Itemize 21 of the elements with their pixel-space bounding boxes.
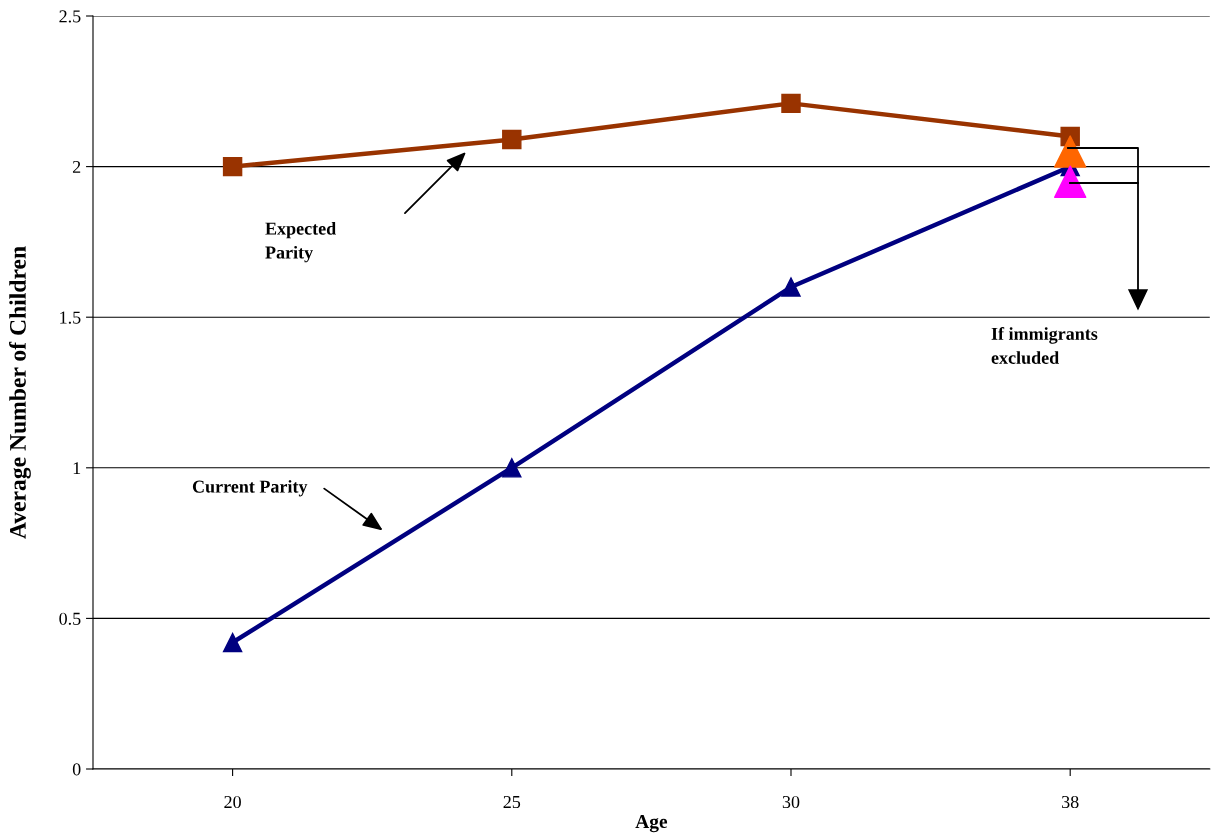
y-tick-label: 1 bbox=[73, 462, 81, 475]
point bbox=[781, 93, 801, 114]
x-tick-label: 30 bbox=[782, 795, 800, 809]
y-tick-label: 0 bbox=[72, 763, 81, 776]
x-tick-label: 25 bbox=[503, 795, 521, 809]
y-tick-label: 1.5 bbox=[60, 311, 81, 324]
annotation: If immigrants excluded bbox=[991, 327, 1098, 364]
point bbox=[222, 156, 243, 177]
x-axis-title: Age bbox=[635, 815, 668, 833]
point bbox=[502, 129, 522, 150]
point bbox=[222, 632, 243, 653]
annotation: Expected Parity bbox=[265, 222, 337, 263]
x-tick-label: 20 bbox=[224, 795, 241, 809]
annotation: Current Parity bbox=[192, 480, 308, 497]
y-axis-title: Average Number of Children bbox=[9, 246, 31, 539]
point bbox=[502, 458, 522, 478]
y-tick-label: 2 bbox=[72, 160, 81, 173]
y-tick-label: 0.5 bbox=[59, 612, 81, 625]
x-tick-label: 38 bbox=[1062, 795, 1079, 809]
y-tick-label: 2.5 bbox=[59, 10, 81, 23]
point bbox=[781, 277, 801, 297]
